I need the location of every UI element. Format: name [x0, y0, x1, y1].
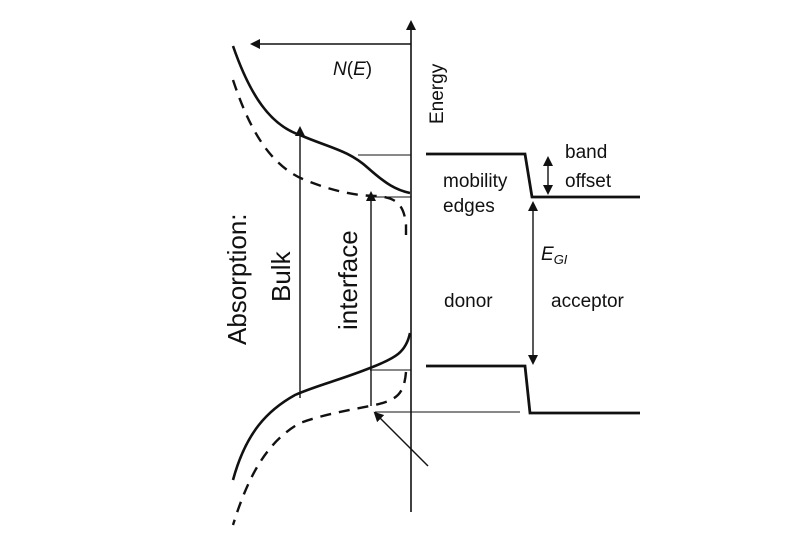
interface-state-pointer-arrow: [373, 411, 429, 467]
absorption-label: Absorption:: [222, 213, 252, 345]
donor-label: donor: [444, 291, 493, 312]
offset-label: offset: [565, 171, 612, 192]
acceptor-label: acceptor: [551, 291, 625, 312]
bulk-dos-curve-lower: [231, 332, 412, 481]
mobility-label: mobility: [443, 171, 508, 192]
bulk-dos-curve: [231, 45, 411, 195]
energy-axis-label: Energy: [427, 63, 448, 124]
interface-dos-curve: [231, 79, 408, 235]
bulk-label: Bulk: [266, 250, 296, 302]
upper-band-edge: [426, 152, 640, 199]
density-label: N(E): [333, 59, 372, 80]
interface-dos-curve-lower: [231, 371, 408, 526]
lower-band-edge: [426, 364, 640, 415]
interface-label: interface: [333, 230, 363, 330]
edges-label: edges: [443, 196, 495, 217]
band-label: band: [565, 142, 607, 163]
interface-gap-label: EGI: [541, 244, 568, 267]
